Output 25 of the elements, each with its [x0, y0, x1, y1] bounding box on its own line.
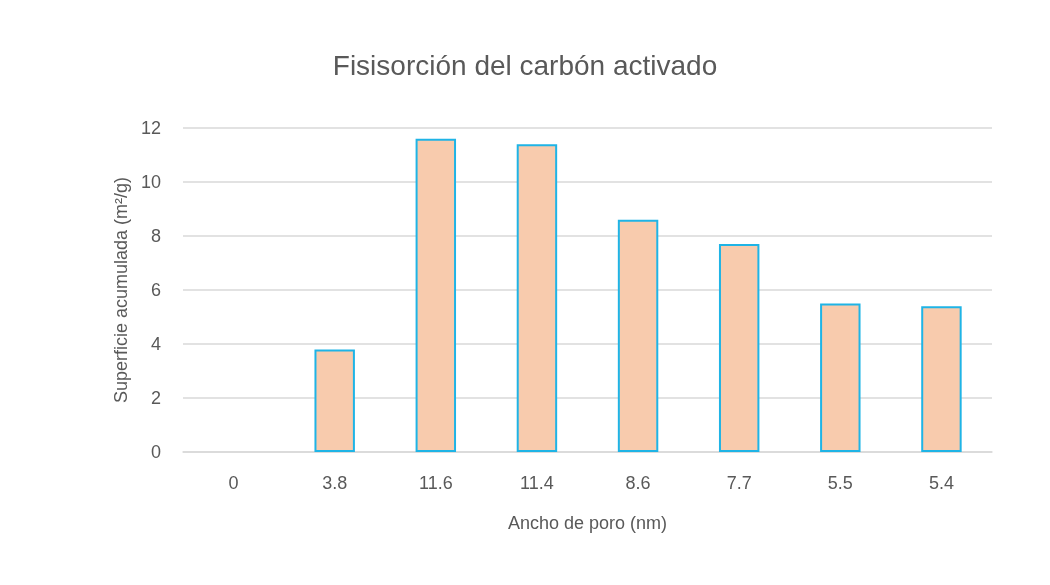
- bar: [415, 138, 457, 452]
- x-tick-label: 11.6: [418, 473, 453, 493]
- y-tick-label: 2: [150, 388, 161, 408]
- bar: [718, 244, 760, 452]
- x-tick-label: 0: [228, 473, 239, 493]
- y-tick-label: 12: [140, 118, 161, 138]
- y-tick-label: 8: [150, 226, 161, 246]
- x-tick-label: 7.7: [726, 473, 752, 493]
- y-tick-label: 10: [140, 172, 161, 192]
- y-tick-label: 0: [150, 442, 161, 462]
- bar: [314, 349, 355, 452]
- bar: [516, 144, 558, 452]
- x-tick-label: 5.4: [928, 473, 954, 493]
- chart-title: Fisisorción del carbón activado: [332, 49, 718, 81]
- y-tick-label: 6: [150, 280, 161, 300]
- x-tick-label: 11.4: [520, 473, 554, 493]
- x-tick-label: 8.6: [625, 473, 651, 493]
- x-axis-title: Ancho de poro (nm): [507, 513, 668, 533]
- bar: [820, 303, 861, 452]
- x-tick-label: 5.5: [827, 473, 853, 493]
- bar: [617, 219, 659, 452]
- y-axis-title: Superficie acumulada (m²/g): [111, 176, 132, 404]
- bar: [921, 306, 962, 452]
- y-tick-label: 4: [150, 334, 161, 354]
- x-tick-label: 3.8: [322, 473, 348, 493]
